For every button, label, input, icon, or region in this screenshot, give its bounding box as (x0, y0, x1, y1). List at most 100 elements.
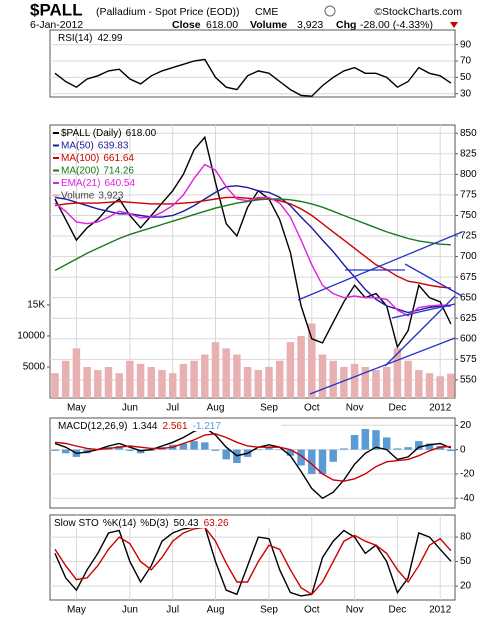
copyright: ©StockCharts.com (374, 6, 462, 18)
bar (51, 449, 59, 451)
panel-layer: 20 50 80 May Jun Jul Aug Sep Oct Nov Dec 2012 Slow S… (50, 515, 472, 616)
bar (265, 366, 273, 398)
y-tick-label: 800 (460, 169, 477, 180)
legend-value: 661.64 (103, 153, 134, 164)
date: 6-Jan-2012 (30, 19, 83, 31)
y-tick-label: 700 (460, 251, 477, 262)
legend-name: RSI(14) (58, 33, 92, 44)
instrument-name: (Palladium - Spot Price (EOD)) (96, 6, 240, 18)
bar (297, 335, 305, 398)
bar (350, 363, 359, 398)
y-tick-label: 775 (460, 190, 477, 201)
legend-entry: Slow STO %K(14) %D(3) 50.43 63.26 (54, 518, 229, 529)
bar (61, 449, 70, 454)
x-tick-label: May (67, 403, 86, 414)
bar (115, 373, 123, 398)
trend-line (391, 303, 456, 319)
y-tick-label: 90 (460, 39, 472, 50)
legend-entry: Volume 3,923 (61, 190, 124, 201)
legend-entry: MA(200) 714.26 (61, 165, 134, 176)
bar (286, 342, 295, 398)
bar (382, 366, 391, 398)
legend-name: MACD(12,26,9) (58, 421, 127, 432)
symbol: $PALL (30, 0, 83, 19)
legend-value: 640.54 (104, 178, 135, 189)
panel-layer: 30 50 70 90 RSI(14) 42.99 (50, 31, 472, 99)
legend-value: 42.99 (97, 33, 122, 44)
x-tick-label: Aug (207, 403, 225, 414)
close: 618.00 (206, 19, 238, 31)
legend-entry: $PALL (Daily) 618.00 (61, 128, 157, 139)
exchange: CME (255, 6, 278, 18)
x-tick-label: May (67, 605, 86, 616)
bar (340, 366, 348, 398)
bar (51, 373, 59, 398)
bar (382, 437, 391, 450)
y-tick-label: 0 (460, 444, 466, 455)
legend-name: EMA(21) (61, 178, 100, 189)
x-tick-label: Jul (166, 605, 179, 616)
y-tick-label: 70 (460, 56, 472, 67)
y2-tick-label: 10000 (17, 331, 45, 342)
legend-name: %D(3) (140, 518, 168, 529)
bar (404, 447, 412, 450)
y-tick-label: 750 (460, 210, 477, 221)
legend-name: $PALL (Daily) (61, 128, 122, 139)
y-tick-label: -40 (460, 493, 475, 504)
y-tick-label: 550 (460, 375, 477, 386)
bar (275, 449, 284, 451)
y-tick-label: 600 (460, 333, 477, 344)
bar (190, 360, 198, 398)
trend-line (297, 231, 463, 301)
macd-panel (49, 417, 456, 509)
bar (361, 428, 370, 450)
bar (211, 342, 220, 398)
bar (329, 449, 337, 462)
bar (147, 366, 156, 398)
series-line (54, 198, 451, 272)
down-arrow (450, 22, 458, 28)
volume: 3,923 (297, 19, 323, 31)
trend-lines (297, 231, 463, 395)
bar (94, 370, 102, 398)
legend-value: 639.83 (98, 140, 129, 151)
bar (201, 442, 209, 450)
bar (286, 449, 295, 456)
legend-value: 2.561 (163, 421, 188, 432)
bar (308, 449, 316, 474)
bar (158, 370, 166, 398)
x-tick-label: Nov (346, 605, 364, 616)
bar (254, 449, 263, 451)
panel-layer: 550 575 600 625 650 675 700 725 750 775 800 825 850 5… (17, 125, 477, 414)
bar (201, 354, 209, 398)
bar (179, 363, 188, 398)
bar (425, 443, 434, 450)
legend-entry: RSI(14) 42.99 (58, 33, 123, 44)
bar (404, 360, 412, 398)
bar (372, 430, 380, 450)
bar (318, 354, 327, 398)
legend-value: 50.43 (174, 518, 199, 529)
bar (415, 370, 423, 398)
x-tick-label: Sep (260, 605, 278, 616)
legend-name: Volume (61, 190, 95, 201)
legend-value: 3,923 (98, 190, 123, 201)
y-tick-label: 650 (460, 292, 477, 303)
change: -28.00 (-4.33%) (360, 19, 433, 31)
series-line (54, 526, 452, 596)
bar (436, 376, 444, 398)
bar (254, 370, 263, 398)
bar (318, 449, 327, 474)
legend: RSI(14) 42.99 (51, 31, 281, 44)
bar (447, 449, 455, 452)
x-tick-label: Oct (304, 605, 320, 616)
legend-name: MA(100) (61, 153, 99, 164)
x-tick-label: 2012 (429, 605, 452, 616)
y-tick-label: 725 (460, 231, 477, 242)
series-line (54, 426, 452, 500)
bar (275, 360, 284, 398)
legend: Slow STO %K(14) %D(3) 50.43 63.26 (51, 516, 281, 529)
bar (243, 366, 252, 398)
y-tick-label: 625 (460, 313, 477, 324)
